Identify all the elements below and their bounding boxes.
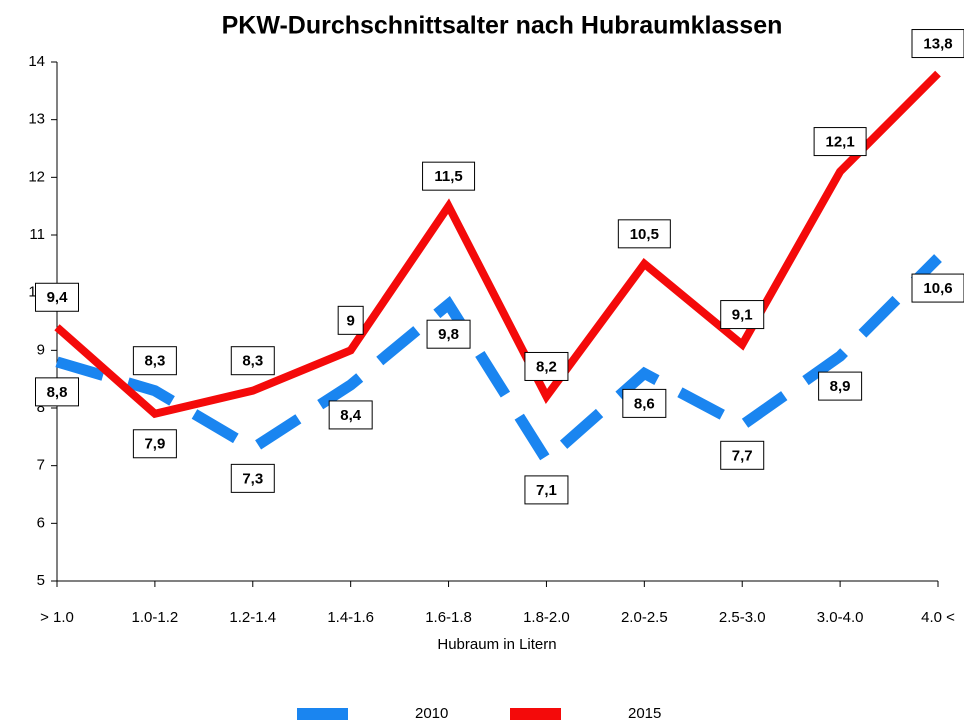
value-label: 11,5: [434, 168, 462, 185]
x-tick-label: 2.0-2.5: [621, 609, 668, 626]
series-line: [54, 70, 941, 419]
y-tick-label: 13: [28, 111, 45, 128]
y-tick-label: 8: [37, 399, 45, 416]
x-tick-label: 3.0-4.0: [817, 609, 864, 626]
x-axis-label: Hubraum in Litern: [437, 636, 556, 653]
value-label: 12,1: [826, 134, 855, 151]
x-tick-label: 1.6-1.8: [425, 609, 472, 626]
value-label: 8,3: [144, 353, 165, 370]
x-tick-label: > 1.0: [40, 609, 74, 626]
legend-label: 2010: [415, 705, 448, 722]
value-label-box: [720, 300, 765, 330]
x-tick-label: 2.5-3.0: [719, 609, 766, 626]
value-label-box: [524, 351, 569, 381]
value-label: 9,8: [438, 326, 459, 343]
x-tick-label: 1.0-1.2: [132, 609, 179, 626]
value-label-box: [35, 282, 79, 312]
legend-swatch: [297, 708, 348, 720]
value-label: 7,3: [242, 470, 263, 487]
value-label-box: [337, 305, 364, 335]
x-tick-label: 1.2-1.4: [229, 609, 276, 626]
value-label-box: [230, 346, 275, 376]
y-tick-label: 11: [29, 226, 45, 243]
value-label: 8,9: [830, 378, 851, 395]
y-tick-label: 6: [37, 514, 45, 531]
value-label: 8,3: [242, 353, 263, 370]
value-label-box: [622, 388, 667, 418]
value-label: 10,5: [630, 226, 659, 243]
value-label-box: [911, 273, 964, 303]
value-label-box: [422, 161, 476, 191]
value-label: 10,6: [923, 280, 952, 297]
value-label: 8,4: [340, 407, 362, 424]
legend-swatch: [510, 708, 561, 720]
value-label: 9,1: [732, 307, 753, 324]
y-tick-label: 14: [28, 53, 45, 70]
value-label: 7,7: [732, 447, 753, 464]
y-tick-label: 5: [37, 572, 45, 589]
value-label: 8,6: [634, 395, 655, 412]
value-label: 7,9: [144, 436, 165, 453]
value-label-box: [617, 219, 671, 249]
value-label-box: [132, 346, 177, 376]
value-label: 8,2: [536, 358, 557, 375]
value-label-box: [328, 400, 373, 430]
value-label-box: [132, 429, 177, 459]
x-tick-label: 4.0 <: [921, 609, 955, 626]
value-label-box: [230, 463, 275, 493]
value-label: 9: [346, 312, 354, 329]
value-label-box: [818, 371, 863, 401]
value-label: 9,4: [47, 289, 69, 306]
y-tick-label: 12: [28, 168, 45, 185]
value-label-box: [524, 475, 569, 505]
value-label: 7,1: [536, 482, 557, 499]
y-tick-label: 7: [37, 457, 45, 474]
x-tick-label: 1.8-2.0: [523, 609, 570, 626]
value-label-box: [426, 319, 471, 349]
value-label-box: [720, 440, 765, 470]
y-tick-label: 9: [37, 341, 45, 358]
value-label: 8,8: [47, 384, 68, 401]
x-tick-label: 1.4-1.6: [327, 609, 374, 626]
value-label: 13,8: [923, 36, 952, 53]
chart-title: PKW-Durchschnittsalter nach Hubraumklass…: [222, 12, 783, 40]
series-line: [55, 254, 942, 469]
legend-label: 2015: [628, 705, 661, 722]
value-label-box: [813, 127, 867, 157]
value-label-box: [911, 29, 964, 59]
value-label-box: [35, 377, 79, 407]
